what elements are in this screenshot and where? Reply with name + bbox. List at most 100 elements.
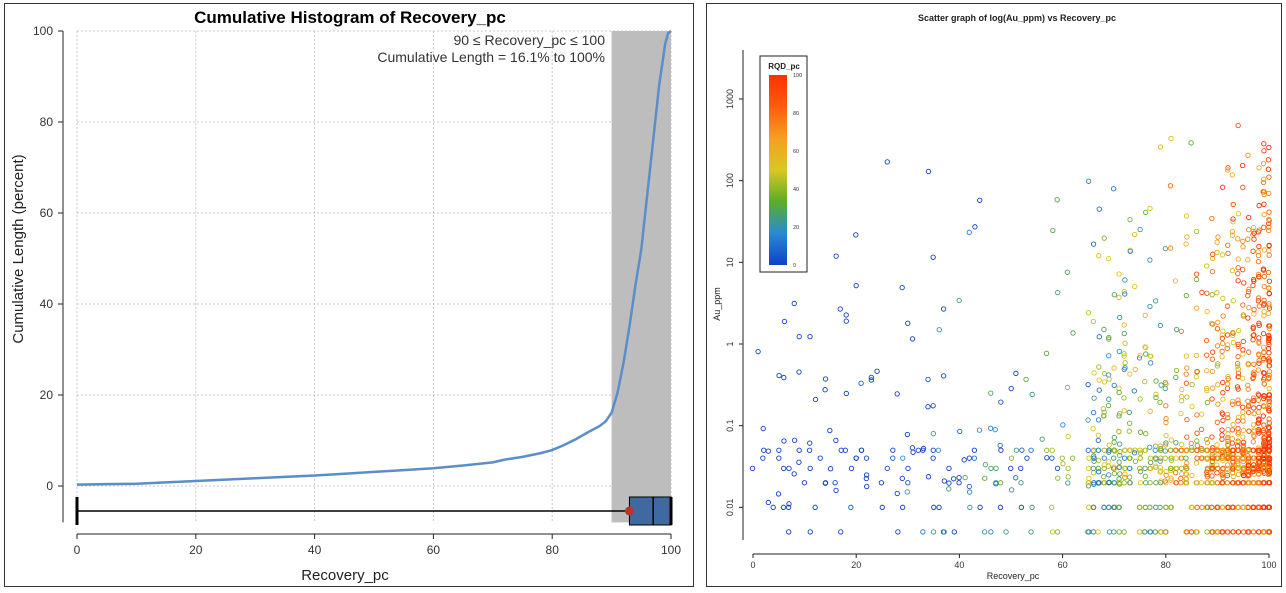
scatter-point [930,447,936,453]
scatter-point [1116,389,1122,396]
legend-tick-label: 100 [793,73,802,79]
scatter-point [1162,442,1169,448]
scatter-point [1251,410,1257,417]
scatter-point [1101,370,1107,377]
scatter-point [946,480,952,486]
scatter-point [1220,390,1226,396]
scatter-point [988,390,994,396]
scatter-point [1111,529,1117,535]
scatter-point [1122,465,1128,472]
scatter-point [1194,455,1200,461]
scatter-point [1168,455,1174,461]
scatter-point [1163,416,1169,422]
scatter-point [1266,529,1272,535]
scatter-point [956,474,962,481]
scatter-point [966,483,972,490]
scatter-point [1250,225,1257,231]
scatter-point [785,504,792,510]
scatter-point [1091,480,1097,486]
scatter-point [1085,310,1092,316]
scatter-point [1214,343,1221,349]
scatter-point [1256,409,1262,415]
scatter-point [1168,457,1175,464]
scatter-point [1147,205,1153,212]
scatter-point [1251,332,1257,338]
scatter-point [1141,529,1148,535]
scatter-point [1116,479,1123,486]
scatter-point [1251,311,1257,317]
scatter-point [957,428,963,435]
scatter-point [1240,450,1246,457]
scatter-point [833,437,839,444]
scatter-point [786,501,792,507]
scatter-point [1240,238,1246,245]
scatter-point [1049,504,1055,510]
scatter-point [1126,409,1132,415]
scatter-point [1245,382,1251,388]
scatter-point [1266,455,1272,461]
scatter-point [1209,480,1215,486]
scatter-point [1266,448,1272,454]
scatter-point [997,504,1004,510]
scatter-point [1183,293,1189,299]
scatter-point [1095,529,1101,535]
scatter-point [1224,529,1231,535]
scatter-point [1121,330,1127,337]
scatter-point [1240,347,1246,353]
scatter-point [1266,336,1272,342]
scatter-point [981,529,988,535]
scatter-point [1234,443,1241,449]
scatter-point [1219,472,1225,478]
scatter-point [1266,285,1272,292]
scatter-point [1008,455,1015,461]
scatter-point [1214,462,1220,468]
scatter-point [1142,465,1148,472]
x-tick-label: 60 [1058,560,1068,570]
scatter-point [1240,404,1246,410]
scatter-point [878,480,885,486]
scatter-point [1214,290,1220,296]
scatter-point [1265,269,1272,276]
scatter-point [1106,442,1112,448]
scatter-point [1090,426,1096,432]
scatter-point [1111,434,1117,441]
scatter-point [1122,291,1128,297]
scatter-point [1224,450,1230,456]
scatter-point [1143,351,1149,357]
scatter-point [1147,353,1153,359]
scatter-point [1110,186,1117,192]
scatter-point [1246,349,1252,355]
scatter-point [1085,178,1092,184]
scatter-point [1121,395,1127,401]
scatter-point [1147,465,1153,472]
scatter-point [770,504,776,510]
highlight-region [611,31,671,523]
scatter-point [1116,452,1123,458]
scatter-point [1173,367,1180,374]
scatter-point [1230,219,1236,225]
scatter-point [1153,480,1159,486]
scatter-point [1261,465,1267,472]
scatter-point [951,529,957,535]
scatter-point [765,448,772,454]
scatter-point [1028,447,1034,453]
scatter-point [1101,462,1107,468]
scatter-point [1266,363,1272,369]
y-tick-label: 0 [46,479,53,493]
scatter-point [796,369,802,375]
scatter-point [1255,529,1262,535]
y-tick-label: 0.1 [725,419,735,432]
scatter-point [1266,480,1273,486]
scatter-point [1152,298,1159,304]
legend-color-bar [769,75,787,265]
scatter-point [1266,400,1273,406]
scatter-point [1194,447,1200,453]
scatter-point [868,377,875,383]
scatter-point [1096,334,1102,340]
scatter-point [1137,455,1143,461]
scatter-point [1204,308,1210,315]
scatter-point [1168,475,1174,481]
scatter-point [1266,248,1272,254]
scatter-point [1260,468,1267,474]
scatter-point [1147,480,1153,486]
